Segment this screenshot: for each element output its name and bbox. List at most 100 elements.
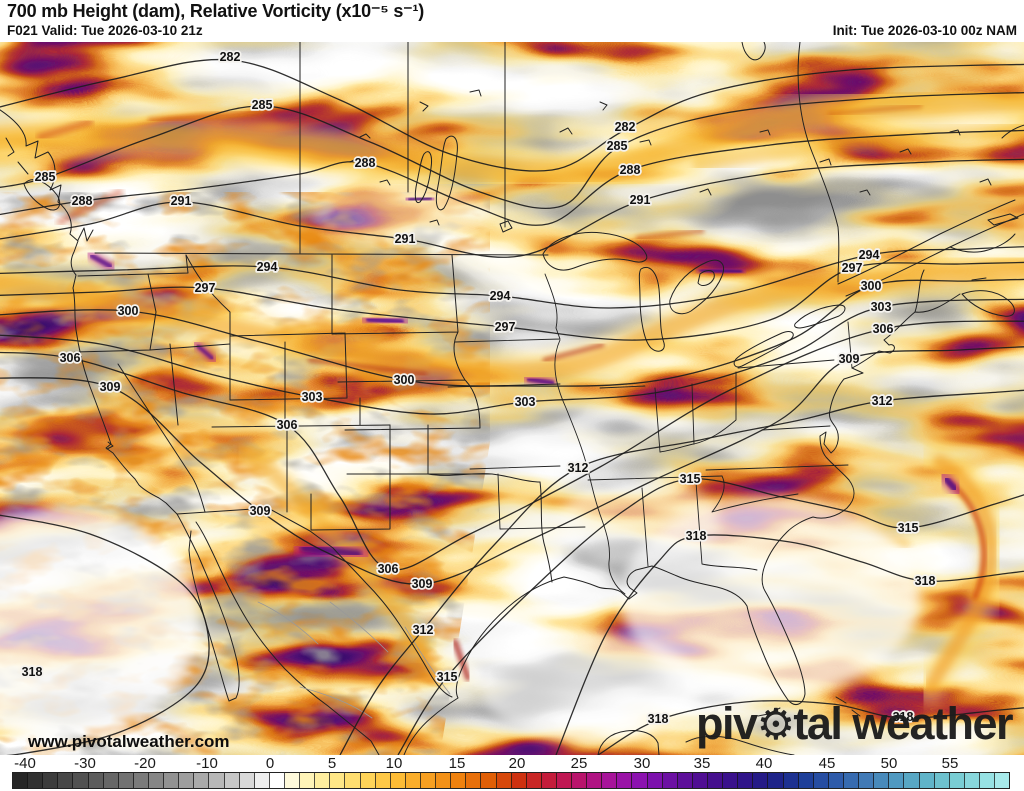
contour-label-303: 303 [302, 390, 323, 404]
colorbar-cell [269, 773, 285, 788]
colorbar-cell [692, 773, 709, 788]
contour-label-294: 294 [257, 260, 278, 274]
contour-label-288: 288 [355, 156, 376, 170]
contour-label-306: 306 [873, 322, 894, 336]
colorbar-cell [13, 773, 29, 788]
colorbar-cell [662, 773, 678, 788]
colorbar-cell [451, 773, 467, 788]
contour-label-318: 318 [893, 710, 914, 724]
colorbar-cell [813, 773, 829, 788]
colorbar-cell [375, 773, 391, 788]
colorbar-cell [481, 773, 497, 788]
colorbar-cell [919, 773, 935, 788]
contour-label-288: 288 [620, 163, 641, 177]
colorbar-tick: 30 [633, 755, 651, 772]
init-time: Init: Tue 2026-03-10 00z NAM [832, 23, 1017, 38]
colorbar-cell [556, 773, 573, 788]
vorticity-max-streak [89, 253, 113, 269]
colorbar-cell [58, 773, 74, 788]
contour-label-318: 318 [686, 529, 707, 543]
vancouver-island [23, 179, 61, 211]
calm-regions [0, 186, 920, 742]
colorbar-cell [254, 773, 270, 788]
colorbar-tick: -20 [134, 755, 156, 772]
colorbar-cell [980, 773, 996, 788]
vorticity-max-streak [366, 316, 404, 325]
contour-label-306: 306 [60, 351, 81, 365]
mexico-west-coastline [195, 521, 380, 755]
colorbar-cell [300, 773, 316, 788]
colorbar-cell [148, 773, 165, 788]
colorbar-cell [239, 773, 255, 788]
contour-label-282: 282 [220, 50, 241, 64]
colorbar-cell [874, 773, 890, 788]
pivotal-weather-logo: piv⚙tal weather [696, 698, 1013, 750]
colorbar-tick: 55 [941, 755, 959, 772]
colorbar-cell [587, 773, 603, 788]
contour-label-291: 291 [395, 232, 416, 246]
contour-label-303: 303 [871, 300, 892, 314]
vorticity-max-streak [36, 118, 94, 141]
contour-line-318 [555, 534, 1024, 755]
colorbar-tick: 40 [755, 755, 773, 772]
contour-label-294: 294 [490, 289, 511, 303]
contour-label-303: 303 [515, 395, 536, 409]
vorticity-max-streak [147, 109, 263, 123]
contour-label-297: 297 [842, 261, 863, 275]
contour-label-285: 285 [35, 170, 56, 184]
contour-line-315 [397, 478, 1024, 755]
vorticity-max-streak [542, 342, 605, 363]
map-canvas: 282 282 285 285 285 288 288 288 291 291 291 294 294 2… [0, 42, 1024, 755]
west-coastline [0, 109, 240, 702]
contour-label-309: 309 [412, 577, 433, 591]
colorbar-cell [284, 773, 301, 788]
colorbar-cell [43, 773, 59, 788]
mexico-internal-borders [257, 601, 451, 719]
colorbar-cell [783, 773, 799, 788]
contour-line-282 [0, 58, 1024, 172]
colorbar-cell [466, 773, 482, 788]
colorbar-cell [209, 773, 225, 788]
colorbar-cell [330, 773, 346, 788]
contour-line-285 [0, 91, 1024, 210]
colorbar-cell [859, 773, 875, 788]
colorbar-cell [436, 773, 452, 788]
map-header: 700 mb Height (dam), Relative Vorticity … [0, 0, 1024, 42]
colorbar-tick: 15 [448, 755, 466, 772]
colorbar-cell [647, 773, 663, 788]
colorbar-tick: 20 [508, 755, 526, 772]
colorbar-cell [224, 773, 240, 788]
colorbar-cell [934, 773, 950, 788]
colorbar-cell [164, 773, 180, 788]
valid-time: F021 Valid: Tue 2026-03-10 21z [7, 23, 203, 38]
contour-label-297: 297 [495, 320, 516, 334]
contour-label-318: 318 [915, 574, 936, 588]
page-title: 700 mb Height (dam), Relative Vorticity … [7, 1, 425, 21]
contour-label-309: 309 [250, 504, 271, 518]
colorbar-cell [844, 773, 860, 788]
colorbar-cell [28, 773, 44, 788]
colorbar-cell [602, 773, 618, 788]
contour-line-309 [0, 346, 1024, 585]
sf-bay [106, 441, 114, 450]
colorbar-cell [133, 773, 149, 788]
contour-label-315: 315 [437, 670, 458, 684]
contour-label-309: 309 [100, 380, 121, 394]
colorbar-cell [315, 773, 331, 788]
logo-text-post: tal weather [793, 698, 1013, 750]
canadian-lakes [349, 89, 992, 233]
colorbar-cell [179, 773, 195, 788]
contour-label-288: 288 [72, 194, 93, 208]
colorbar-cell [828, 773, 845, 788]
colorbar-tick: -10 [196, 755, 218, 772]
colorbar-tick: 0 [265, 755, 275, 772]
colorbar-tick: 5 [327, 755, 337, 772]
contour-label-312: 312 [413, 623, 434, 637]
contour-label-306: 306 [277, 418, 298, 432]
vorticity-streak-bands [0, 78, 1024, 705]
vorticity-max-streak [196, 344, 214, 360]
height-contours [0, 58, 1024, 755]
contour-line-303 [0, 298, 1024, 415]
colorbar-cell [617, 773, 633, 788]
